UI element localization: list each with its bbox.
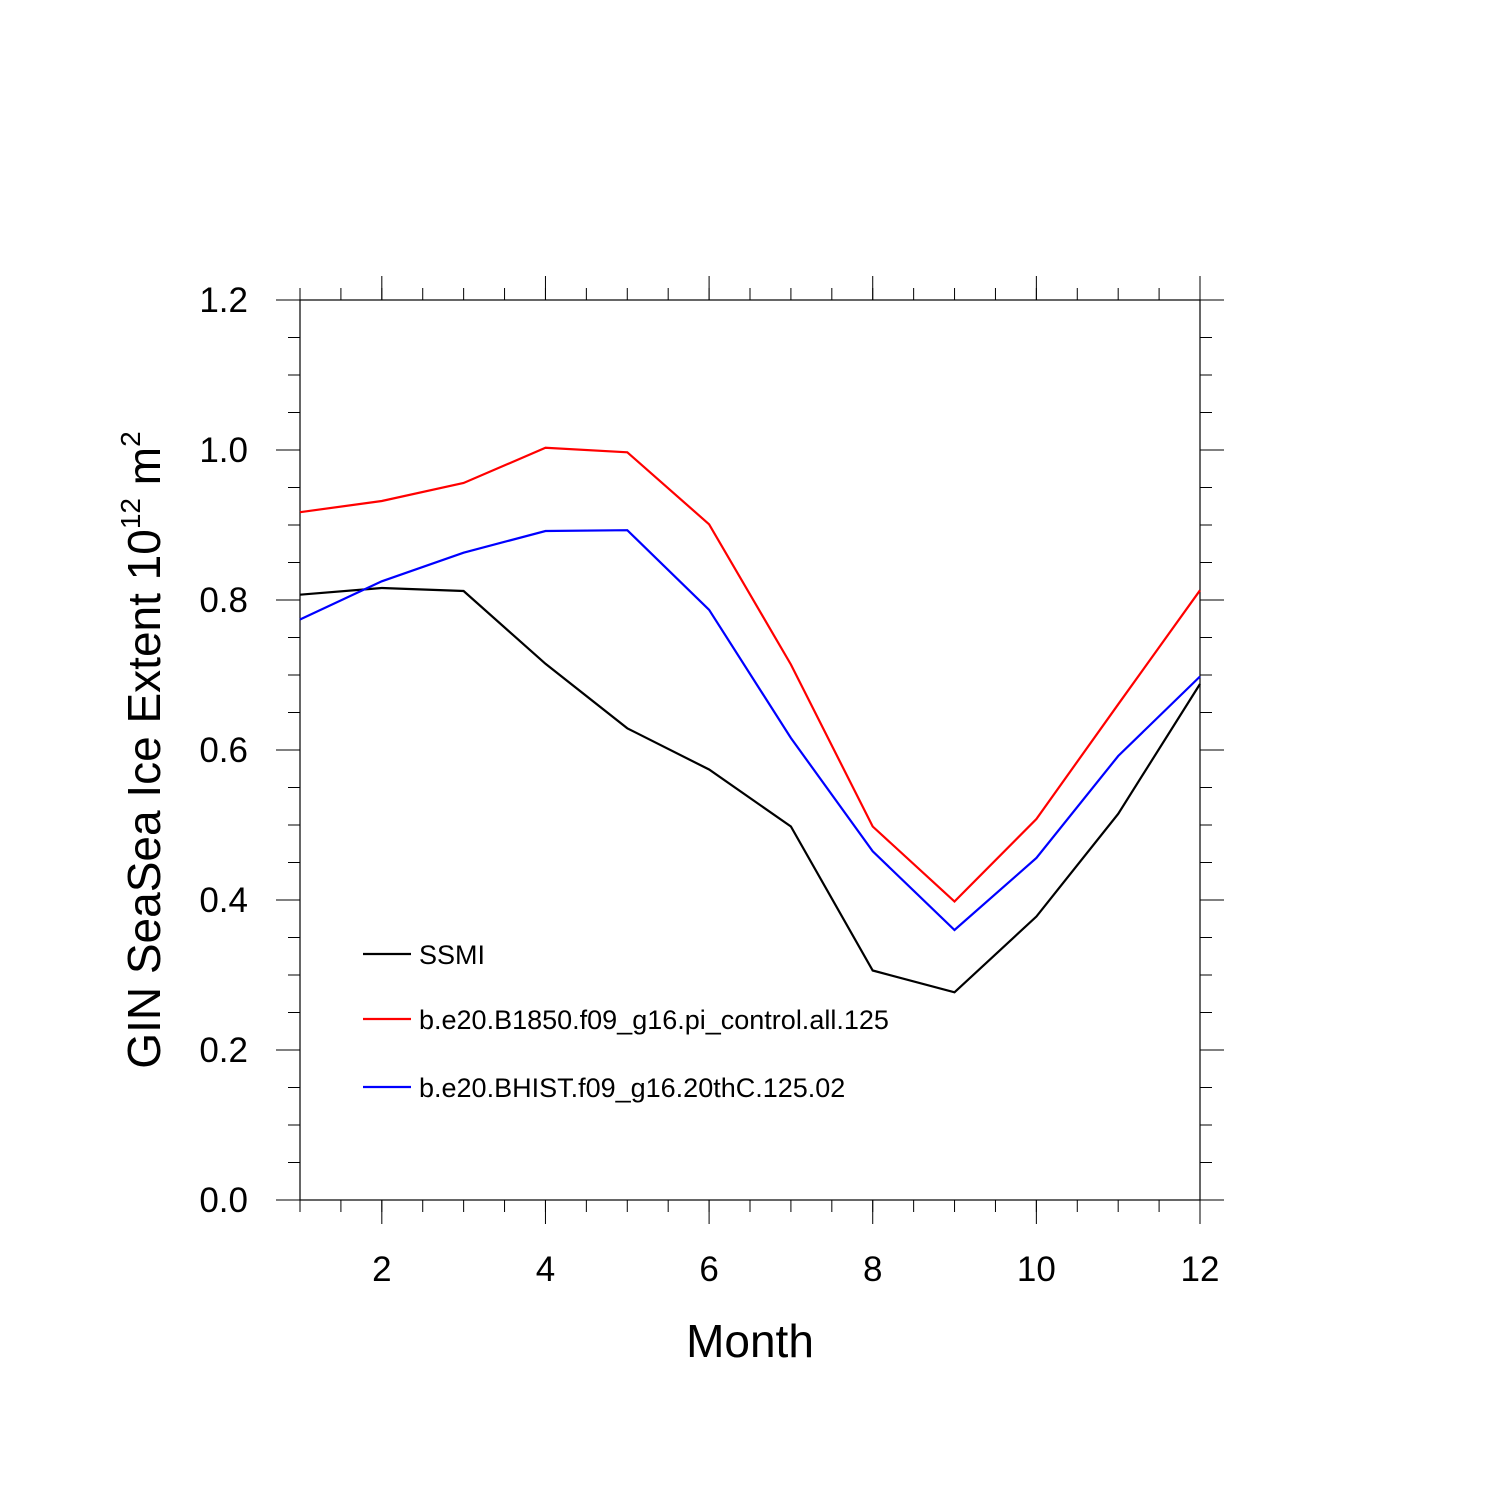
y-axis-title-exponent: 12 <box>115 498 146 529</box>
legend: SSMI b.e20.B1850.f09_g16.pi_control.all.1… <box>363 940 889 1103</box>
y-tick-label: 0.6 <box>199 731 248 770</box>
x-tick-label: 2 <box>372 1250 391 1289</box>
series-lines <box>299 446 1201 994</box>
y-tick-label: 0.0 <box>199 1181 248 1220</box>
y-tick-label: 0.2 <box>199 1031 248 1070</box>
legend-label-1: SSMI <box>419 940 485 970</box>
x-tick-labels: 2 4 6 8 10 12 <box>372 1250 1219 1289</box>
series-line-1 <box>299 586 1201 994</box>
y-tick-label: 0.8 <box>199 581 248 620</box>
x-tick-label: 8 <box>863 1250 882 1289</box>
y-axis-title: GIN SeaSea Ice Extent 1012 m2 <box>115 431 170 1068</box>
major-ticks <box>276 276 1224 1224</box>
y-tick-label: 1.2 <box>199 281 248 320</box>
y-tick-label: 1.0 <box>199 431 248 470</box>
x-tick-label: 12 <box>1181 1250 1220 1289</box>
series-line-2 <box>299 446 1201 904</box>
x-tick-label: 4 <box>536 1250 555 1289</box>
x-tick-label: 10 <box>1017 1250 1056 1289</box>
y-tick-label: 0.4 <box>199 881 248 920</box>
plot-frame <box>299 299 1201 1201</box>
y-axis-title-unit: m <box>118 447 170 498</box>
legend-label-2: b.e20.B1850.f09_g16.pi_control.all.125 <box>419 1005 889 1035</box>
y-axis-title-unit-exponent: 2 <box>115 431 146 447</box>
series-line-3 <box>299 529 1201 932</box>
legend-label-3: b.e20.BHIST.f09_g16.20thC.125.02 <box>419 1073 845 1103</box>
y-axis-title-prefix: GIN SeaSea Ice Extent 10 <box>118 529 170 1069</box>
x-tick-label: 6 <box>699 1250 718 1289</box>
x-axis-title: Month <box>686 1315 814 1367</box>
y-tick-labels: 0.0 0.2 0.4 0.6 0.8 1.0 1.2 <box>199 281 248 1220</box>
